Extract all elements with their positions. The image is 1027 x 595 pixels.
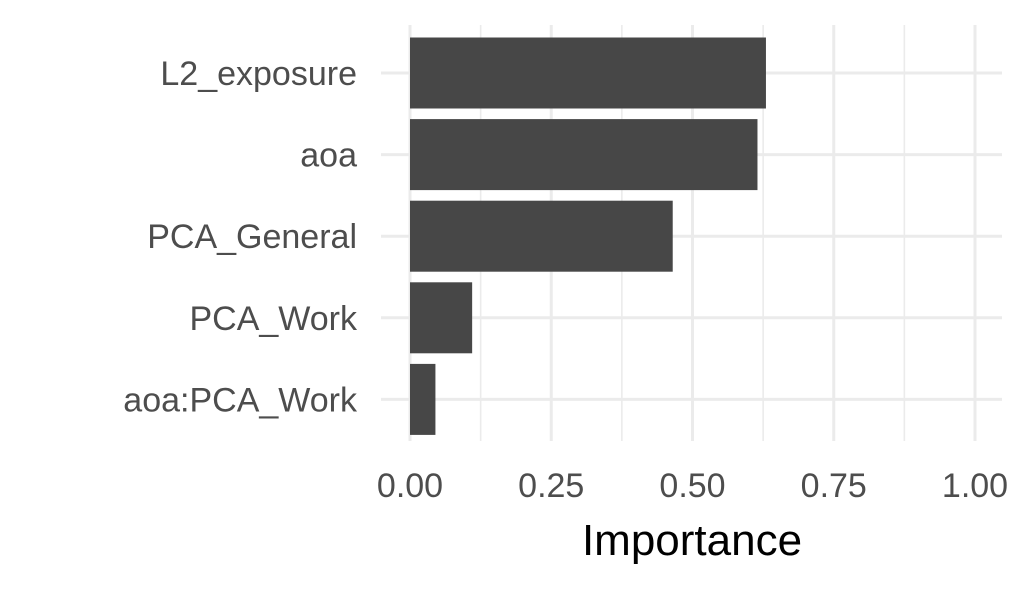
x-axis-title: Importance (582, 516, 802, 565)
x-tick-label: 0.50 (659, 467, 725, 505)
bar-aoa-pca-work (410, 363, 436, 435)
y-tick-label: PCA_Work (189, 300, 358, 338)
y-tick-label: PCA_General (147, 218, 357, 256)
y-tick-label: L2_exposure (160, 55, 357, 93)
y-tick-label: aoa:PCA_Work (123, 381, 358, 419)
bars (410, 37, 766, 435)
x-tick-label: 0.25 (518, 467, 584, 505)
bar-l2-exposure (410, 37, 766, 109)
x-tick-label: 1.00 (942, 467, 1008, 505)
x-tick-labels: 0.00 0.25 0.50 0.75 1.00 (377, 467, 1008, 505)
x-tick-label: 0.00 (377, 467, 443, 505)
x-tick-label: 0.75 (801, 467, 867, 505)
bar-pca-work (410, 282, 473, 354)
y-tick-label: aoa (300, 137, 357, 175)
bar-aoa (410, 119, 758, 191)
bar-pca-general (410, 200, 673, 272)
